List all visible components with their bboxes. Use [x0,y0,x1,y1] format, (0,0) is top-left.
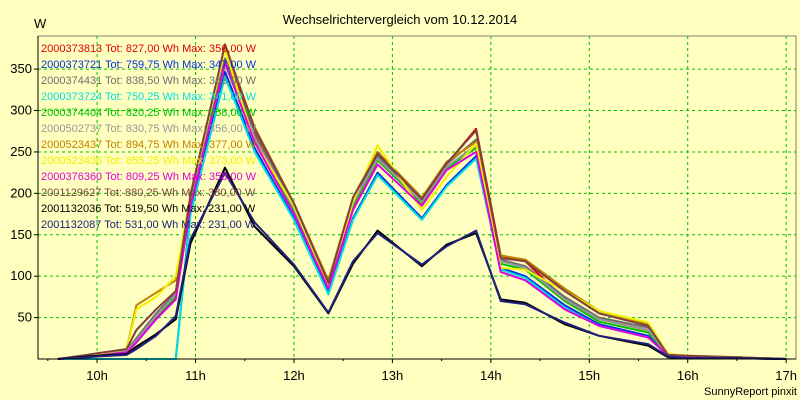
legend-entry-2000502737: 2000502737 Tot: 830,75 Wh Max: 356,00 W [41,123,257,135]
series-line-2001129627 [57,43,787,360]
legend-entry-2001129627: 2001129627 Tot: 880,25 Wh Max: 380,00 W [41,187,256,199]
series-line-2000523438 [57,49,787,360]
x-tick-label: 11h [185,368,206,383]
x-tick-label: 17h [775,368,797,383]
x-tick-label: 13h [382,368,404,383]
x-tick-label: 12h [283,368,305,383]
y-tick-label: 200 [10,185,32,200]
legend-entry-2001132036: 2001132036 Tot: 519,50 Wh Max: 231,00 W [41,203,256,215]
footer-label: SunnyReport pinxit [704,386,797,398]
y-tick-label: 100 [10,268,32,283]
legend-entry-2000373813: 2000373813 Tot: 827,00 Wh Max: 356,00 W [41,43,257,55]
legend-entry-2000374431: 2000374431 Tot: 838,50 Wh Max: 363,00 W [41,75,257,87]
x-tick-label: 14h [480,368,502,383]
legend-entry-2001132087: 2001132087 Tot: 531,00 Wh Max: 231,00 W [41,219,256,231]
legend-entry-2000373721: 2000373721 Tot: 759,75 Wh Max: 347,00 W [41,59,257,71]
grid-lines [38,36,796,359]
legend: 2000373813 Tot: 827,00 Wh Max: 356,00 W 2… [41,43,257,231]
series-line-2000376360 [57,61,787,360]
legend-entry-2000374404: 2000374404 Tot: 820,25 Wh Max: 358,00 W [41,107,257,119]
y-tick-label: 350 [10,61,32,76]
x-tick-label: 15h [578,368,600,383]
y-tick-label: 150 [10,227,32,242]
legend-entry-2000523438: 2000523438 Tot: 855,25 Wh Max: 373,00 W [41,155,257,167]
legend-entry-2000373724: 2000373724 Tot: 750,25 Wh Max: 341,00 W [41,91,257,103]
series-line-2000502737 [57,63,787,360]
y-tick-label: 300 [10,103,32,118]
series-line-2001132087 [57,171,787,360]
y-tick-label: 50 [18,310,32,325]
chart-title: Wechselrichtervergleich vom 10.12.2014 [283,12,518,27]
series-line-2000374431 [57,57,787,360]
axes: 10h 11h 12h 13h 14h 15h 16h 17h 50 100 150 200 250 30… [10,36,797,383]
x-tick-label: 16h [677,368,699,383]
y-axis-label: W [34,16,47,31]
plot-area: 2000373813 Tot: 827,00 Wh Max: 356,00 W 2… [10,35,797,383]
y-tick-label: 250 [10,144,32,159]
legend-entry-2000523437: 2000523437 Tot: 894,75 Wh Max: 377,00 W [41,139,257,151]
legend-entry-2000376360: 2000376360 Tot: 809,25 Wh Max: 358,00 W [41,171,257,183]
x-tick-label: 10h [86,368,108,383]
